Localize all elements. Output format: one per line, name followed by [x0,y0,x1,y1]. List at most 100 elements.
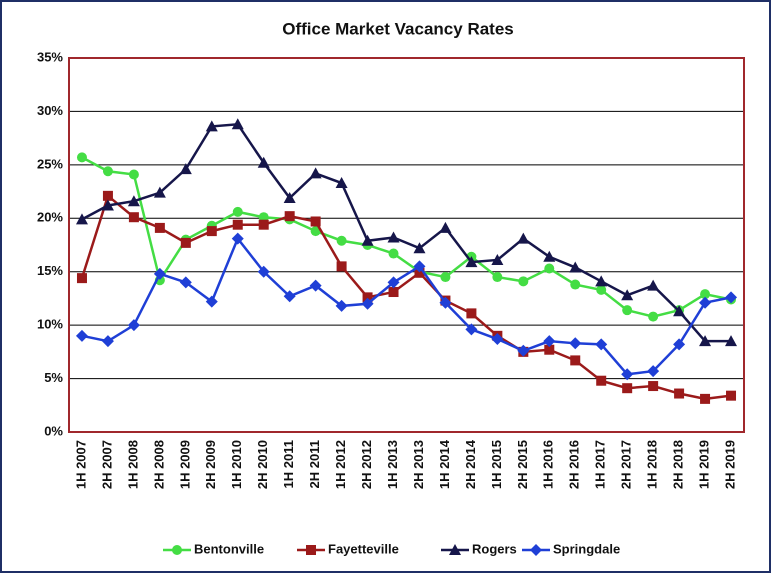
marker [414,267,425,278]
x-tick-label: 1H 2013 [385,440,400,489]
x-tick-label: 2H 2011 [307,440,322,488]
x-tick-label: 1H 2008 [125,440,140,489]
marker [153,267,166,280]
marker [725,291,738,304]
marker [387,276,400,289]
marker [361,297,374,310]
marker [336,261,347,272]
x-tick-label: 1H 2014 [437,439,452,489]
marker [621,289,634,301]
marker [725,335,738,347]
x-tick-label: 1H 2012 [333,440,348,489]
legend-marker [172,545,182,555]
y-tick-label: 20% [37,210,63,225]
marker [621,368,634,381]
legend-label: Rogers [472,541,517,556]
marker [387,231,400,243]
marker [413,260,426,273]
marker [439,221,452,233]
x-tick-label: 2H 2015 [515,440,530,489]
marker [543,250,556,262]
x-tick-label: 2H 2012 [359,440,374,489]
y-tick-label: 10% [37,317,63,332]
marker [700,393,711,404]
marker [517,344,530,357]
marker [231,118,244,130]
legend-marker [306,545,316,555]
marker [335,299,348,312]
marker [284,211,295,222]
x-tick-label: 2H 2008 [151,440,166,489]
marker [648,381,659,392]
x-tick-label: 2H 2017 [619,440,634,489]
marker [102,190,113,201]
marker [674,388,685,399]
legend-label: Springdale [553,541,620,556]
marker [491,253,504,265]
marker [231,232,244,245]
marker [700,289,711,300]
marker [76,152,87,163]
marker [673,305,686,317]
x-tick-label: 1H 2018 [645,440,660,489]
marker [128,212,139,223]
series [75,232,738,381]
marker [206,226,217,237]
x-tick-label: 1H 2017 [593,440,608,489]
marker [595,275,608,287]
marker [180,237,191,248]
chart-title: Office Market Vacancy Rates [282,19,514,38]
marker [179,163,192,175]
y-tick-label: 0% [44,423,63,438]
legend-marker [449,544,461,555]
y-tick-label: 15% [37,263,63,278]
marker [362,292,373,303]
series-line [81,122,732,343]
marker [699,296,712,309]
marker [570,279,581,290]
marker [726,390,737,401]
marker [569,337,582,350]
marker [76,273,87,284]
marker [647,365,660,378]
marker [101,199,114,211]
x-tick-label: 1H 2011 [281,440,296,488]
marker [154,222,165,233]
y-tick-label: 25% [37,156,63,171]
marker [101,335,114,348]
marker [699,335,712,347]
marker [153,186,166,198]
x-tick-label: 1H 2019 [696,440,711,489]
marker [543,335,556,348]
marker [517,232,530,244]
plot-border [68,57,745,433]
x-tick-label: 2H 2010 [255,440,270,489]
marker [232,206,243,217]
marker [595,338,608,351]
marker [622,305,633,316]
marker [75,329,88,342]
marker [647,279,660,291]
marker [569,261,582,273]
marker [544,344,555,355]
marker [648,311,659,322]
marker [257,156,270,168]
marker [283,191,296,203]
x-tick-label: 2H 2016 [567,440,582,489]
marker [205,295,218,308]
marker [336,235,347,246]
marker [465,323,478,336]
marker [128,169,139,180]
x-tick-label: 2H 2019 [722,440,737,489]
x-tick-label: 1H 2009 [177,440,192,489]
marker [388,287,399,298]
marker [102,166,113,177]
x-tick-label: 1H 2015 [489,440,504,489]
marker [127,319,140,332]
legend-marker [530,544,542,556]
x-tick-label: 1H 2016 [541,440,556,489]
marker [309,167,322,179]
y-tick-label: 30% [37,103,63,118]
